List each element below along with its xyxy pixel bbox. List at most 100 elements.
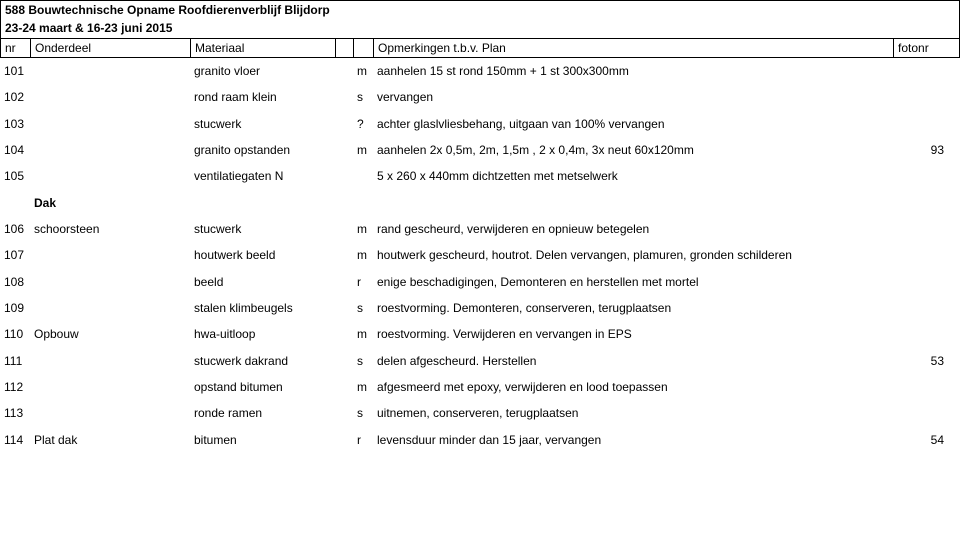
- cell-gap: [335, 248, 353, 262]
- cell-onderdeel: [30, 275, 190, 289]
- cell-nr: 111: [0, 354, 30, 368]
- col-fotonr: fotonr: [894, 39, 949, 57]
- cell-onderdeel: Opbouw: [30, 327, 190, 341]
- cell-materiaal: bitumen: [190, 433, 335, 447]
- col-onderdeel: Onderdeel: [31, 39, 191, 57]
- cell-opm: aanhelen 2x 0,5m, 2m, 1,5m , 2 x 0,4m, 3…: [373, 143, 893, 157]
- table-row: 105 ventilatiegaten N 5 x 260 x 440mm dich…: [0, 163, 960, 189]
- col-flag: [354, 39, 374, 57]
- cell-foto: [893, 275, 948, 289]
- cell-nr: 110: [0, 327, 30, 341]
- cell-opm: roestvorming. Demonteren, conserveren, t…: [373, 301, 893, 315]
- cell-flag: m: [353, 327, 373, 341]
- cell-flag: m: [353, 380, 373, 394]
- cell-flag: m: [353, 248, 373, 262]
- cell-nr: 105: [0, 169, 30, 183]
- cell-opm: rand gescheurd, verwijderen en opnieuw b…: [373, 222, 893, 236]
- cell-onderdeel: schoorsteen: [30, 222, 190, 236]
- cell-opm: 5 x 260 x 440mm dichtzetten met metselwe…: [373, 169, 893, 183]
- cell-materiaal: stucwerk: [190, 222, 335, 236]
- cell-nr: 103: [0, 117, 30, 131]
- cell-nr: 108: [0, 275, 30, 289]
- cell-gap: [335, 222, 353, 236]
- table-row: 113ronde ramensuitnemen, conserveren, te…: [0, 400, 960, 426]
- cell-materiaal: beeld: [190, 275, 335, 289]
- table-row: 108 beeld renige beschadigingen, Demontere…: [0, 269, 960, 295]
- cell-gap: [335, 275, 353, 289]
- cell-gap: [335, 90, 353, 104]
- col-nr: nr: [1, 39, 31, 57]
- cell-opm: roestvorming. Verwijderen en vervangen i…: [373, 327, 893, 341]
- cell-foto: [893, 117, 948, 131]
- cell-gap: [335, 380, 353, 394]
- cell-flag: s: [353, 406, 373, 420]
- cell-onderdeel: [30, 354, 190, 368]
- cell-onderdeel: [30, 406, 190, 420]
- table-row: 101granito vloermaanhelen 15 st rond 150…: [0, 58, 960, 84]
- cell-onderdeel: [30, 301, 190, 315]
- col-materiaal: Materiaal: [191, 39, 336, 57]
- cell-foto: [893, 222, 948, 236]
- title-line-2: 23-24 maart & 16-23 juni 2015: [1, 19, 959, 37]
- cell-nr: 113: [0, 406, 30, 420]
- cell-gap: [335, 327, 353, 341]
- cell-foto: [893, 90, 948, 104]
- cell-flag: ?: [353, 117, 373, 131]
- cell-flag: m: [353, 143, 373, 157]
- cell-nr: 106: [0, 222, 30, 236]
- cell-flag: r: [353, 275, 373, 289]
- cell-opm: delen afgescheurd. Herstellen: [373, 354, 893, 368]
- cell-gap: [335, 169, 353, 183]
- cell-onderdeel: [30, 169, 190, 183]
- cell-opm: aanhelen 15 st rond 150mm + 1 st 300x300…: [373, 64, 893, 78]
- title-line-1: 588 Bouwtechnische Opname Roofdierenverb…: [1, 1, 959, 19]
- document-page: 588 Bouwtechnische Opname Roofdierenverb…: [0, 0, 960, 453]
- cell-materiaal: stucwerk dakrand: [190, 354, 335, 368]
- table-row: 109stalen klimbeugelssroestvorming. Demo…: [0, 295, 960, 321]
- cell-gap: [335, 433, 353, 447]
- cell-flag: r: [353, 433, 373, 447]
- cell-foto: [893, 169, 948, 183]
- cell-materiaal: opstand bitumen: [190, 380, 335, 394]
- cell-onderdeel: Plat dak: [30, 433, 190, 447]
- cell-onderdeel: [30, 143, 190, 157]
- cell-materiaal: stalen klimbeugels: [190, 301, 335, 315]
- table-row: 112opstand bitumenmafgesmeerd met epoxy,…: [0, 374, 960, 400]
- table-row: 103stucwerk?achter glaslvliesbehang, uit…: [0, 111, 960, 137]
- section-heading: Dak: [0, 190, 960, 216]
- cell-flag: s: [353, 301, 373, 315]
- cell-nr: 114: [0, 433, 30, 447]
- cell-gap: [335, 117, 353, 131]
- title-block: 588 Bouwtechnische Opname Roofdierenverb…: [0, 0, 960, 58]
- cell-gap: [335, 406, 353, 420]
- cell-materiaal: granito opstanden: [190, 143, 335, 157]
- cell-opm: levensduur minder dan 15 jaar, vervangen: [373, 433, 893, 447]
- cell-onderdeel: [30, 380, 190, 394]
- cell-foto: 53: [893, 354, 948, 368]
- cell-materiaal: houtwerk beeld: [190, 248, 335, 262]
- cell-opm: achter glaslvliesbehang, uitgaan van 100…: [373, 117, 893, 131]
- cell-materiaal: granito vloer: [190, 64, 335, 78]
- cell-onderdeel: [30, 64, 190, 78]
- table-header: nr Onderdeel Materiaal Opmerkingen t.b.v…: [1, 38, 959, 58]
- cell-nr: 107: [0, 248, 30, 262]
- cell-opm: enige beschadigingen, Demonteren en hers…: [373, 275, 893, 289]
- table-row: 111 stucwerk dakrand sdelen afgescheurd. H…: [0, 348, 960, 374]
- table-row: 110Opbouwhwa-uitloopmroestvorming. Verwi…: [0, 321, 960, 347]
- cell-opm: houtwerk gescheurd, houtrot. Delen verva…: [373, 248, 893, 262]
- col-opmerkingen: Opmerkingen t.b.v. Plan: [374, 39, 894, 57]
- table-row: 102rond raam kleinsvervangen: [0, 84, 960, 110]
- cell-materiaal: rond raam klein: [190, 90, 335, 104]
- cell-nr: 102: [0, 90, 30, 104]
- cell-flag: s: [353, 90, 373, 104]
- cell-flag: s: [353, 354, 373, 368]
- cell-foto: [893, 406, 948, 420]
- cell-foto: [893, 64, 948, 78]
- cell-nr: 112: [0, 380, 30, 394]
- cell-materiaal: ventilatiegaten N: [190, 169, 335, 183]
- cell-flag: m: [353, 222, 373, 236]
- cell-materiaal: ronde ramen: [190, 406, 335, 420]
- table-row: 107 houtwerk beeld mhoutwerk gescheurd, ho…: [0, 242, 960, 268]
- table-body: 101granito vloermaanhelen 15 st rond 150…: [0, 58, 960, 453]
- cell-foto: 93: [893, 143, 948, 157]
